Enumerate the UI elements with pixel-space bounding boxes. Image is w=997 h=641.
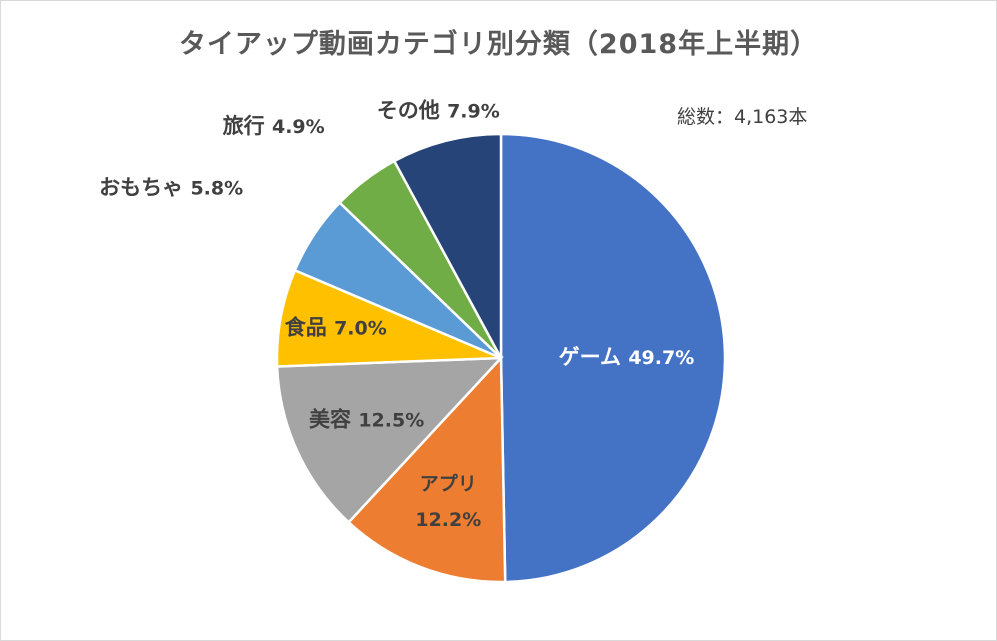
pie-slice-1 (499, 132, 727, 584)
slice-label: その他 7.9% (377, 98, 500, 122)
slice-value-label: 12.2% (415, 509, 481, 531)
total-count-annotation: 総数：4,163本 (677, 106, 808, 128)
pie-slice-3 (275, 356, 504, 525)
chart-title: タイアップ動画カテゴリ別分類（2018年上半期） (178, 29, 819, 60)
pie-labels: ゲーム 49.7% アプリ 12.2% 美容 12.5% 食品 7.0% おもちゃ 5.8… (99, 98, 694, 531)
slice-label: 旅行 4.9% (223, 114, 325, 138)
slice-name-label: アプリ (420, 472, 477, 495)
slice-label: 食品 7.0% (285, 316, 387, 340)
pie-slice-7 (392, 132, 503, 359)
slice-label: 美容 12.5% (309, 408, 424, 432)
pie-slices (275, 132, 727, 584)
slice-label: ゲーム 49.7% (559, 345, 695, 369)
slice-label: おもちゃ 5.8% (99, 175, 243, 199)
pie-slice-2 (346, 354, 507, 584)
